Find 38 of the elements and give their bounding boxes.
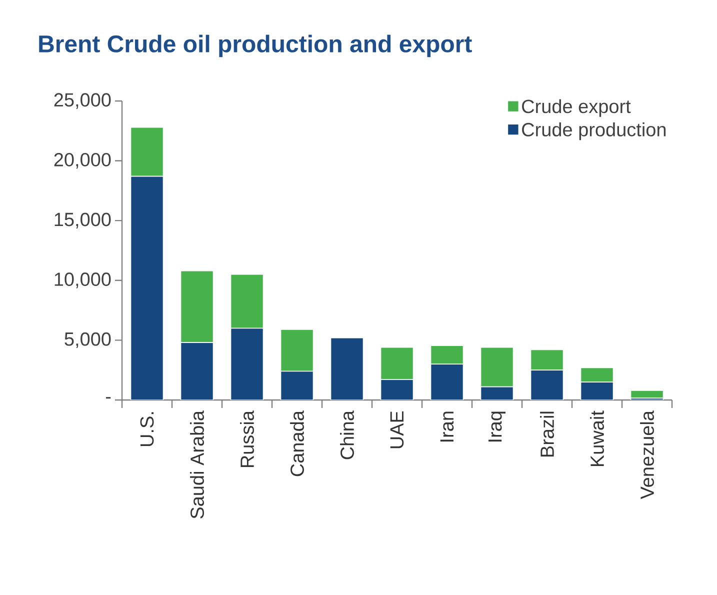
y-tick-label: 10,000 bbox=[54, 272, 111, 288]
bar bbox=[480, 386, 514, 400]
x-tick-label: Kuwait bbox=[590, 410, 604, 466]
bar bbox=[280, 329, 314, 372]
x-tick-label: Brazil bbox=[540, 412, 554, 456]
legend-label: Crude production bbox=[522, 122, 666, 140]
x-tick-label: Iraq bbox=[488, 412, 506, 442]
bar bbox=[130, 176, 164, 400]
bar bbox=[180, 270, 214, 343]
bar bbox=[480, 346, 514, 388]
x-tick-label: UAE bbox=[390, 411, 404, 448]
y-tick-label: - bbox=[106, 397, 111, 399]
x-tick-label: Venezuela bbox=[640, 410, 654, 500]
x-tick-label: Iran bbox=[440, 412, 454, 442]
y-tick-label: 15,000 bbox=[54, 212, 111, 228]
bar bbox=[180, 342, 214, 400]
x-tick-label: Russia bbox=[240, 410, 254, 468]
bar bbox=[380, 346, 414, 380]
bar bbox=[230, 328, 264, 400]
bar bbox=[530, 349, 564, 370]
y-tick-label: 25,000 bbox=[54, 93, 111, 109]
y-tick-label: 5,000 bbox=[64, 332, 111, 348]
bar bbox=[580, 367, 614, 382]
bar bbox=[580, 382, 614, 400]
bar bbox=[280, 370, 314, 400]
x-tick-label: Saudi Arabia bbox=[190, 410, 204, 518]
bar bbox=[430, 364, 464, 400]
bar bbox=[230, 274, 264, 329]
x-tick-label: China bbox=[340, 410, 354, 460]
chart-title: Brent Crude oil production and export bbox=[39, 34, 472, 58]
y-tick-label: 20,000 bbox=[54, 152, 111, 169]
bar bbox=[430, 345, 464, 365]
x-tick-label: U.S. bbox=[140, 412, 154, 446]
bar bbox=[330, 337, 364, 400]
bar bbox=[530, 370, 564, 400]
x-tick-label: Canada bbox=[290, 410, 304, 476]
bar bbox=[380, 379, 414, 400]
legend-label: Crude export bbox=[522, 99, 631, 117]
